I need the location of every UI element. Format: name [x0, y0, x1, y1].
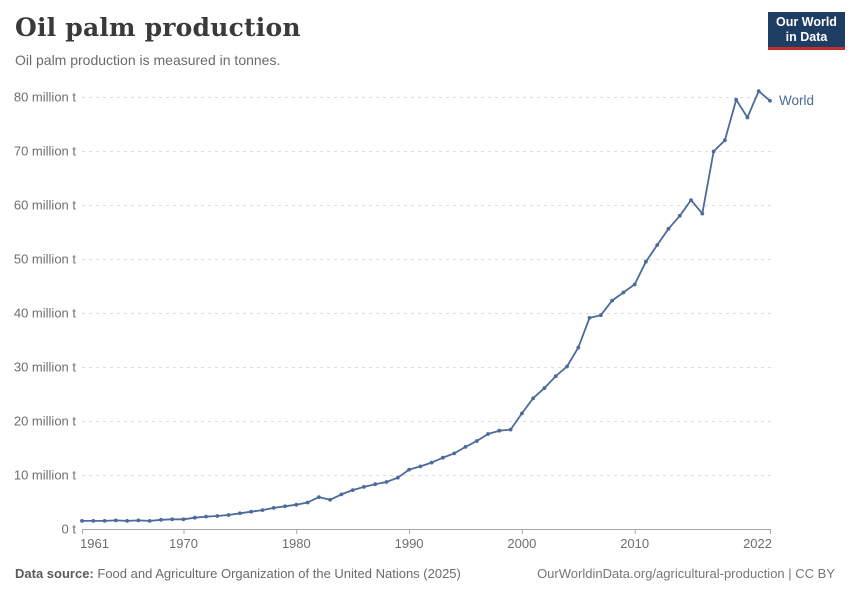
data-source-label: Data source:: [15, 566, 94, 581]
x-tick-label-1961: 1961: [80, 536, 109, 551]
x-tick-label-2022: 2022: [743, 536, 772, 551]
x-tick-label-1990: 1990: [395, 536, 424, 551]
y-tick-label-10: 10 million t: [14, 468, 77, 483]
data-point-1978[interactable]: [271, 506, 276, 510]
data-point-1968[interactable]: [159, 517, 163, 522]
data-point-2018[interactable]: [723, 138, 727, 143]
data-point-2001[interactable]: [531, 396, 535, 401]
chart-subtitle: Oil palm production is measured in tonne…: [15, 52, 281, 68]
data-point-2007[interactable]: [598, 313, 603, 318]
x-tick-label-1970: 1970: [169, 536, 198, 551]
owid-logo-line2: in Data: [785, 29, 828, 44]
data-point-1990[interactable]: [407, 467, 411, 472]
data-point-2017[interactable]: [711, 149, 716, 154]
world-line[interactable]: [81, 90, 771, 522]
data-point-1998[interactable]: [497, 428, 502, 433]
owid-logo-line1: Our World: [776, 14, 837, 29]
data-point-1979[interactable]: [283, 504, 287, 509]
data-source-text: Food and Agriculture Organization of the…: [97, 566, 461, 581]
data-point-2015[interactable]: [689, 198, 693, 203]
y-axis-tick-labels: 0 t 10 million t 20 million t 30 million t 4…: [14, 90, 77, 537]
data-point-2014[interactable]: [677, 213, 682, 218]
x-axis-tick-labels: 1961 1970 1980 1990 2000 2010 2022: [80, 536, 772, 551]
data-point-1999[interactable]: [508, 427, 513, 432]
data-point-1963[interactable]: [102, 519, 107, 523]
data-point-1996[interactable]: [474, 439, 479, 443]
data-point-1997[interactable]: [486, 432, 490, 436]
data-point-1973[interactable]: [215, 514, 220, 518]
data-point-2016[interactable]: [700, 211, 705, 216]
data-point-1988[interactable]: [384, 480, 389, 484]
y-tick-label-60: 60 million t: [14, 198, 77, 213]
data-point-2012[interactable]: [655, 243, 660, 247]
data-point-1966[interactable]: [136, 518, 141, 523]
data-point-1991[interactable]: [418, 464, 423, 469]
data-point-1980[interactable]: [294, 502, 299, 507]
data-point-1971[interactable]: [192, 515, 197, 520]
data-point-1992[interactable]: [429, 460, 434, 465]
y-tick-label-50: 50 million t: [14, 252, 77, 267]
data-point-1974[interactable]: [226, 513, 231, 517]
data-point-1976[interactable]: [249, 509, 254, 514]
data-point-1994[interactable]: [452, 451, 457, 456]
data-point-2019[interactable]: [734, 97, 739, 102]
x-tick-label-2000: 2000: [507, 536, 536, 551]
gridlines: [82, 97, 773, 476]
data-point-1970[interactable]: [181, 517, 186, 522]
data-point-2008[interactable]: [610, 298, 614, 303]
series-label-world: World: [779, 93, 814, 108]
data-point-1964[interactable]: [113, 518, 118, 523]
page-title: Oil palm production: [15, 13, 301, 42]
data-point-1977[interactable]: [260, 508, 265, 512]
owid-logo[interactable]: Our World in Data: [768, 12, 845, 50]
y-tick-label-30: 30 million t: [14, 360, 77, 375]
y-tick-label-40: 40 million t: [14, 306, 77, 321]
series-labels: World: [779, 93, 814, 108]
data-point-1983[interactable]: [328, 497, 332, 502]
data-source-note: Data source: Food and Agriculture Organi…: [15, 566, 461, 581]
owid-logo-text: Our World in Data: [776, 15, 837, 45]
data-point-1972[interactable]: [204, 514, 209, 519]
data-point-1962[interactable]: [91, 519, 96, 523]
y-tick-label-70: 70 million t: [14, 144, 77, 159]
data-point-2013[interactable]: [666, 226, 671, 231]
data-point-2002[interactable]: [542, 386, 547, 390]
data-point-2003[interactable]: [553, 374, 558, 379]
data-point-2005[interactable]: [576, 345, 581, 350]
data-point-2000[interactable]: [520, 411, 524, 416]
data-point-2010[interactable]: [632, 282, 637, 287]
data-point-1987[interactable]: [373, 482, 378, 487]
data-point-1967[interactable]: [147, 519, 152, 523]
y-tick-label-20: 20 million t: [14, 414, 77, 429]
data-point-1969[interactable]: [170, 517, 175, 522]
x-tick-label-2010: 2010: [620, 536, 649, 551]
data-point-1984[interactable]: [339, 492, 344, 497]
y-tick-label-0: 0 t: [62, 522, 77, 537]
data-point-1995[interactable]: [463, 445, 468, 449]
data-point-1993[interactable]: [441, 455, 445, 460]
data-point-2009[interactable]: [621, 290, 626, 295]
data-point-1961[interactable]: [80, 519, 84, 523]
data-point-1965[interactable]: [125, 519, 129, 523]
data-point-1989[interactable]: [395, 475, 400, 480]
data-point-1982[interactable]: [317, 495, 321, 499]
chart-footer: Data source: Food and Agriculture Organi…: [15, 566, 835, 581]
data-point-2006[interactable]: [587, 316, 592, 320]
data-point-2011[interactable]: [644, 259, 648, 264]
data-point-1981[interactable]: [305, 500, 310, 505]
data-point-1985[interactable]: [350, 488, 355, 492]
y-tick-label-80: 80 million t: [14, 90, 77, 105]
x-axis: [82, 529, 771, 534]
data-point-2021[interactable]: [756, 89, 761, 93]
data-point-1986[interactable]: [362, 485, 366, 489]
data-point-2004[interactable]: [565, 364, 569, 369]
owid-url-link[interactable]: OurWorldinData.org/agricultural-producti…: [537, 566, 835, 581]
x-tick-label-1980: 1980: [282, 536, 311, 551]
data-point-2020[interactable]: [745, 115, 750, 120]
data-point-2022[interactable]: [768, 98, 772, 103]
data-point-1975[interactable]: [238, 511, 242, 516]
world-series-line[interactable]: [80, 89, 772, 523]
